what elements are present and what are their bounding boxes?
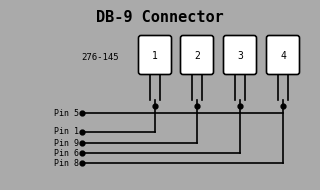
Text: DB-9 Connector: DB-9 Connector: [96, 10, 224, 25]
Text: Pin 6: Pin 6: [54, 149, 79, 158]
Text: Pin 1: Pin 1: [54, 127, 79, 136]
Text: 276-145: 276-145: [81, 54, 119, 63]
Text: 3: 3: [237, 51, 243, 61]
Text: 1: 1: [152, 51, 158, 61]
FancyBboxPatch shape: [267, 36, 300, 74]
Text: Pin 9: Pin 9: [54, 139, 79, 147]
Text: Pin 5: Pin 5: [54, 108, 79, 117]
FancyBboxPatch shape: [180, 36, 213, 74]
FancyBboxPatch shape: [223, 36, 257, 74]
Text: 4: 4: [280, 51, 286, 61]
FancyBboxPatch shape: [139, 36, 172, 74]
Text: 2: 2: [194, 51, 200, 61]
Text: Pin 8: Pin 8: [54, 158, 79, 168]
